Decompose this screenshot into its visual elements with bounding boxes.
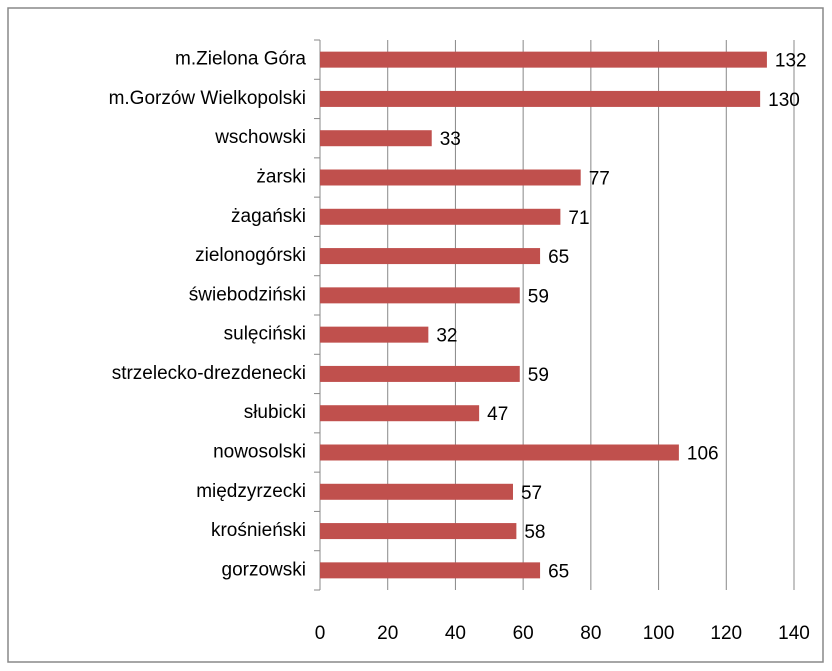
data-label: 106 (687, 444, 719, 465)
y-tick-label: żagański (231, 206, 306, 227)
bar (320, 208, 561, 225)
y-tick-label: sulęciński (224, 324, 306, 345)
y-tick-label: świebodziński (189, 284, 306, 305)
x-tick-label: 0 (315, 623, 326, 644)
y-tick-label: m.Zielona Góra (175, 49, 306, 70)
x-tick-label: 140 (778, 623, 810, 644)
bar (320, 248, 541, 265)
x-tick-label: 80 (580, 623, 601, 644)
data-label: 47 (487, 404, 508, 425)
data-label: 65 (548, 247, 569, 268)
y-tick-label: strzelecko-drezdenecki (112, 363, 306, 384)
data-label: 132 (775, 51, 807, 72)
y-tick-label: słubicki (244, 402, 306, 423)
x-tick-label: 60 (513, 623, 534, 644)
y-tick-label: gorzowski (222, 559, 306, 580)
bar (320, 523, 517, 540)
bar (320, 130, 432, 147)
data-label: 33 (440, 129, 461, 150)
bar (320, 326, 429, 343)
x-tick-label: 40 (445, 623, 466, 644)
bar (320, 365, 520, 382)
bar (320, 287, 520, 304)
bar (320, 90, 761, 107)
bar (320, 51, 767, 68)
bar (320, 562, 541, 579)
data-label: 57 (521, 483, 542, 504)
data-label: 65 (548, 561, 569, 582)
y-tick-label: żarski (256, 167, 306, 188)
data-label: 32 (436, 326, 457, 347)
data-label: 59 (528, 365, 549, 386)
bar (320, 444, 679, 461)
y-tick-label: zielonogórski (195, 245, 306, 266)
y-tick-label: krośnieński (211, 520, 306, 541)
data-label: 59 (528, 286, 549, 307)
x-tick-label: 20 (377, 623, 398, 644)
bar (320, 405, 480, 422)
y-tick-label: międzyrzecki (196, 481, 306, 502)
data-label: 130 (768, 90, 800, 111)
bar (320, 169, 581, 186)
data-label: 58 (524, 522, 545, 543)
bar (320, 483, 513, 500)
x-tick-label: 120 (710, 623, 742, 644)
data-label: 71 (568, 208, 589, 229)
data-label: 77 (589, 169, 610, 190)
y-tick-label: m.Gorzów Wielkopolski (109, 88, 306, 109)
x-tick-label: 100 (643, 623, 675, 644)
y-tick-label: wschowski (214, 127, 306, 148)
y-tick-label: nowosolski (213, 442, 306, 463)
